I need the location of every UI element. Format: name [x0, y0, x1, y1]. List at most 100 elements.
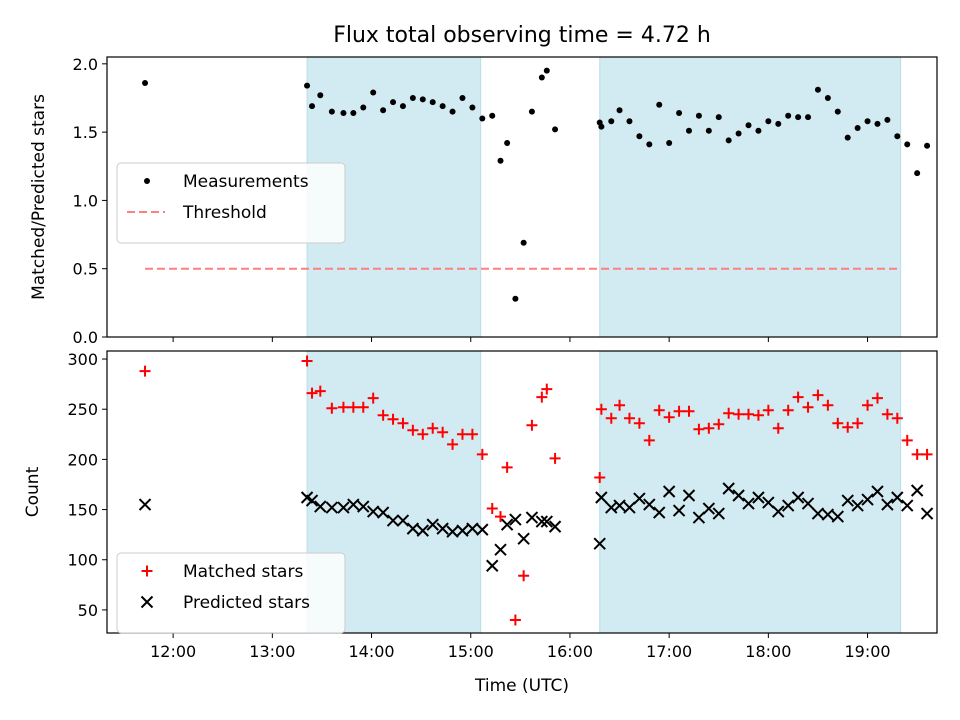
bottom-data-point [501, 461, 513, 473]
bottom-legend-box [116, 552, 346, 634]
bottom-data-point [743, 408, 755, 420]
bottom-data-point [861, 493, 874, 506]
top-data-point [814, 86, 821, 93]
bottom-data-point [526, 419, 538, 431]
legend-swatch-0 [144, 178, 150, 184]
top-data-point [805, 114, 812, 121]
x-tick-label: 18:00 [745, 642, 791, 661]
top-y-axis-label: Matched/Predicted stars [29, 94, 49, 300]
bottom-data-point [851, 499, 864, 512]
top-data-point [439, 103, 446, 110]
top-data-point [626, 118, 633, 125]
bottom-data-point [643, 498, 656, 511]
top-chart-title: Flux total observing time = 4.72 h [333, 23, 711, 48]
bottom-data-point [525, 511, 539, 524]
top-data-point [350, 110, 357, 116]
bottom-data-point [377, 409, 389, 421]
bottom-data-point [486, 503, 498, 515]
bottom-data-point [314, 500, 327, 513]
bottom-data-point [891, 491, 904, 504]
bottom-data-point [901, 499, 914, 512]
top-data-point [646, 141, 653, 148]
bottom-data-point [427, 422, 439, 434]
bottom-data-point [920, 507, 934, 520]
bottom-data-point [921, 448, 933, 460]
top-data-point [636, 133, 643, 140]
bottom-data-point [811, 507, 825, 520]
bottom-data-point [672, 504, 686, 517]
bottom-data-point [476, 523, 489, 536]
bottom-data-point [447, 438, 459, 450]
bottom-data-point [831, 510, 845, 523]
bottom-data-point [376, 506, 390, 519]
bottom-data-point [614, 399, 626, 411]
bottom-data-point [325, 501, 339, 514]
bottom-data-point [605, 412, 617, 424]
bottom-data-point [397, 417, 409, 429]
legend-label: Measurements [183, 172, 309, 192]
top-data-point [543, 67, 550, 74]
bottom-data-point [910, 484, 924, 497]
x-tick-label: 12:00 [150, 642, 196, 661]
bottom-data-point [595, 491, 608, 504]
bottom-data-point [881, 498, 894, 511]
legend-swatch-1 [140, 595, 154, 609]
top-data-point [449, 108, 456, 115]
bottom-data-point [911, 448, 923, 460]
bottom-data-point [407, 424, 419, 436]
legend-label: Matched stars [183, 562, 303, 582]
x-axis-label: Time (UTC) [474, 676, 569, 696]
top-legend: Measurements Threshold [116, 162, 346, 244]
bottom-data-point [446, 525, 459, 538]
bottom-y-tick-label: 100 [67, 551, 98, 570]
top-data-point [894, 133, 901, 140]
top-legend-box [116, 162, 346, 244]
top-data-point [685, 127, 692, 134]
top-data-point [844, 134, 851, 141]
x-tick-label: 15:00 [448, 642, 494, 661]
top-data-point [309, 103, 316, 110]
bottom-data-point [702, 502, 716, 515]
bottom-data-point [466, 522, 479, 535]
bottom-series-1 [138, 482, 934, 572]
bottom-y-tick-label: 300 [67, 350, 98, 369]
bottom-data-point [426, 518, 439, 531]
x-tick-label: 19:00 [845, 642, 891, 661]
legend-label: Predicted stars [183, 593, 310, 613]
bottom-data-point [752, 409, 764, 421]
bottom-y-axis-label: Count [23, 466, 43, 517]
bottom-data-point [595, 403, 607, 415]
bottom-data-point [417, 428, 429, 440]
legend-label: Threshold [182, 203, 267, 223]
bottom-data-point [536, 391, 548, 403]
top-data-point [735, 130, 742, 137]
bottom-data-point [801, 497, 815, 510]
top-data-point [469, 104, 476, 111]
top-data-point [142, 79, 149, 86]
top-data-point [504, 140, 511, 147]
bottom-data-point [822, 399, 834, 411]
top-data-point [538, 74, 545, 81]
bottom-data-point [337, 501, 350, 514]
bottom-data-point [673, 405, 685, 417]
top-data-point [370, 89, 377, 96]
bottom-y-tick-label: 50 [78, 601, 98, 620]
bottom-data-point [821, 508, 835, 521]
bottom-data-point [495, 511, 507, 523]
top-data-point [745, 122, 752, 129]
bottom-data-point [466, 428, 478, 440]
bottom-data-point [367, 392, 379, 404]
bottom-data-point [548, 520, 562, 533]
bottom-legend: Matched stars Predicted stars [116, 552, 346, 634]
bottom-data-point [623, 501, 636, 514]
bottom-data-point [733, 408, 745, 420]
top-data-point [479, 115, 486, 122]
bottom-data-point [486, 559, 499, 572]
bottom-data-point [416, 524, 430, 537]
bottom-y-tick-label: 150 [67, 501, 98, 520]
top-y-tick-label: 1.0 [73, 191, 98, 210]
bottom-data-point [406, 522, 420, 535]
bottom-data-point [594, 471, 606, 483]
x-tick-label: 14:00 [348, 642, 394, 661]
bottom-series-0 [139, 355, 933, 626]
